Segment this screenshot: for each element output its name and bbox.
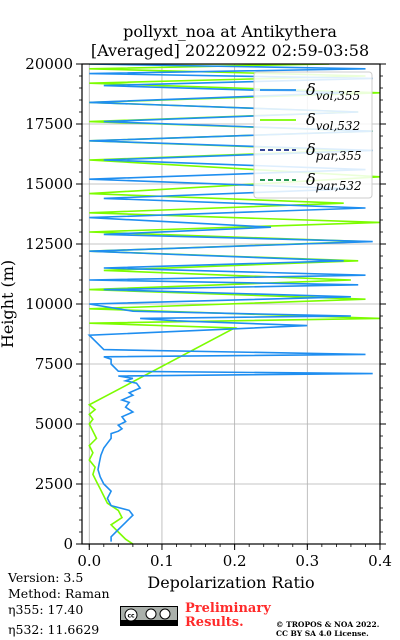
y-tick-label: 20000 xyxy=(25,55,73,73)
legend-subscript: par,355 xyxy=(316,149,362,163)
y-tick-label: 2500 xyxy=(35,475,73,493)
version-text: Version: 3.5 xyxy=(8,570,84,585)
legend-subscript: par,532 xyxy=(316,179,362,193)
eta532-text: η532: 11.6629 xyxy=(8,622,100,637)
y-tick-label: 12500 xyxy=(25,235,73,253)
chart-title-line1: pollyxt_noa at Antikythera xyxy=(123,22,337,41)
copyright-line2: CC BY SA 4.0 License. xyxy=(276,629,369,638)
legend-symbol: δ xyxy=(306,80,316,99)
cc-by-sa-icon: cc xyxy=(120,606,178,626)
preliminary-notice: Preliminary Results. xyxy=(185,602,271,630)
legend-symbol: δ xyxy=(306,140,316,159)
y-tick-label: 5000 xyxy=(35,415,73,433)
y-tick-label: 15000 xyxy=(25,175,73,193)
x-tick-label: 0.2 xyxy=(223,552,247,570)
copyright-line1: © TROPOS & NOA 2022. xyxy=(276,620,380,629)
legend-subscript: vol,355 xyxy=(316,89,361,103)
legend-label: δvol,355 xyxy=(306,80,360,103)
method-text: Method: Raman xyxy=(8,586,110,601)
y-tick-label: 17500 xyxy=(25,115,73,133)
x-axis-label: Depolarization Ratio xyxy=(147,573,314,592)
legend-symbol: δ xyxy=(306,170,316,189)
legend-label: δpar,532 xyxy=(306,170,362,193)
legend-symbol: δ xyxy=(306,110,316,129)
x-tick-label: 0.1 xyxy=(150,552,174,570)
y-axis-label: Height (m) xyxy=(0,260,17,348)
preliminary-line1: Preliminary xyxy=(185,601,271,616)
y-tick-label: 10000 xyxy=(25,295,73,313)
x-tick-label: 0.4 xyxy=(368,552,392,570)
copyright-notice: © TROPOS & NOA 2022. CC BY SA 4.0 Licens… xyxy=(276,620,379,638)
legend-box xyxy=(253,71,373,199)
preliminary-line2: Results. xyxy=(185,615,244,630)
legend-subscript: vol,532 xyxy=(316,119,361,133)
ticks: 0.0 0.1 0.2 0.3 0.4 0 2500 5000 7500 10000 12500 15… xyxy=(25,55,392,570)
eta355-text: η355: 17.40 xyxy=(8,602,84,617)
svg-text:cc: cc xyxy=(127,613,135,620)
y-tick-label: 7500 xyxy=(35,355,73,373)
legend-label: δvol,532 xyxy=(306,110,360,133)
x-tick-label: 0.3 xyxy=(295,552,319,570)
y-tick-label: 0 xyxy=(63,535,73,553)
x-tick-label: 0.0 xyxy=(77,552,101,570)
legend-label: δpar,355 xyxy=(306,140,362,163)
chart-title-line2: [Averaged] 20220922 02:59-03:58 xyxy=(90,41,370,60)
